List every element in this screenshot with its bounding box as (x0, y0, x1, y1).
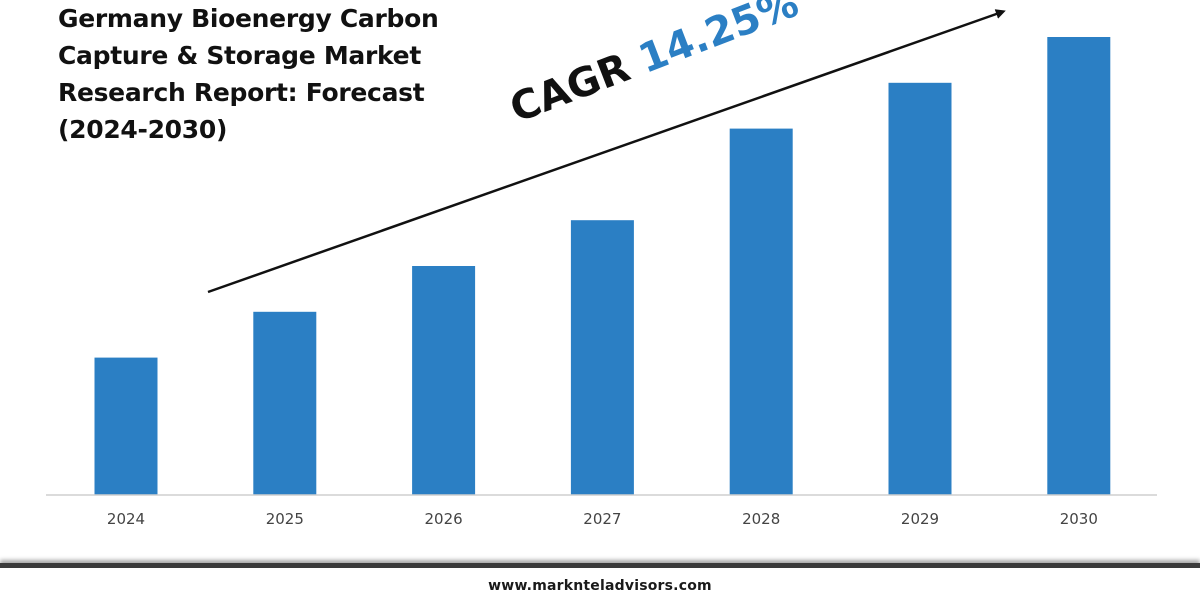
chart-title: Germany Bioenergy Carbon Capture & Stora… (58, 0, 478, 148)
x-tick-label-2026: 2026 (425, 510, 463, 528)
bar-2026 (412, 266, 476, 495)
chart-title-line-4: (2024-2030) (58, 115, 228, 144)
bar-2028 (729, 128, 793, 495)
bar-2029 (888, 82, 952, 496)
bar-2030 (1047, 37, 1111, 495)
bar-2025 (253, 311, 317, 495)
chart-title-line-2: Capture & Storage Market (58, 41, 421, 70)
chart-title-line-3: Research Report: Forecast (58, 78, 425, 107)
x-tick-labels: 2024 2025 2026 2027 2028 2029 2030 (107, 510, 1098, 528)
x-tick-label-2030: 2030 (1060, 510, 1098, 528)
x-tick-label-2029: 2029 (901, 510, 939, 528)
cagr-trend-arrow (207, 9, 1006, 294)
x-tick-label-2028: 2028 (742, 510, 780, 528)
bars-layer (94, 37, 1111, 496)
x-tick-label-2025: 2025 (266, 510, 304, 528)
x-tick-label-2027: 2027 (583, 510, 621, 528)
x-tick-label-2024: 2024 (107, 510, 145, 528)
chart-title-line-1: Germany Bioenergy Carbon (58, 4, 439, 33)
footer-bar (0, 563, 1200, 600)
bar-2024 (94, 357, 158, 495)
bar-2027 (570, 220, 634, 495)
footer-website: www.marknteladvisors.com (488, 578, 712, 594)
